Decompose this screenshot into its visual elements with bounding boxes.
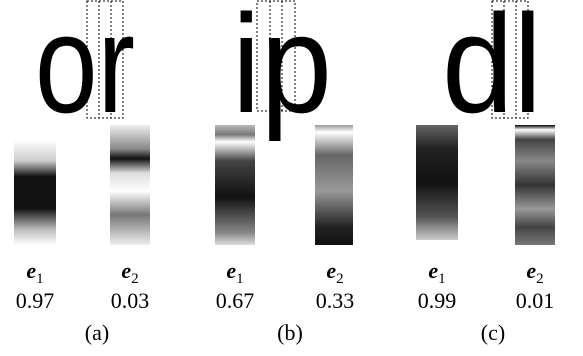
expert-weight: 0.97 (16, 288, 55, 313)
expert-weight: 0.03 (111, 288, 150, 313)
expert-weight: 0.33 (316, 288, 355, 313)
expert-symbol: e (26, 258, 36, 283)
caption: (b) (277, 320, 303, 345)
expert-label: e2 (121, 258, 138, 287)
expert-index: 2 (336, 271, 344, 287)
expert-weight: 0.01 (516, 288, 555, 313)
figure: ore10.97e20.03(a)ipe10.67e20.33(b)dle10.… (0, 0, 583, 356)
expert-symbol: e (526, 258, 536, 283)
caption: (a) (85, 320, 109, 345)
expert-symbol: e (326, 258, 336, 283)
expert-index: 1 (438, 271, 446, 287)
expert-index: 2 (131, 271, 139, 287)
expert-label: e2 (526, 258, 543, 287)
expert-weight: 0.67 (216, 288, 255, 313)
expert-label: e1 (226, 258, 243, 287)
expert-symbol: e (226, 258, 236, 283)
expert-symbol: e (428, 258, 438, 283)
expert-label: e1 (428, 258, 445, 287)
expert-label: e1 (26, 258, 43, 287)
glyphs: dl (442, 0, 542, 142)
expert-index: 2 (536, 271, 544, 287)
expert-index: 1 (36, 271, 44, 287)
expert-index: 1 (236, 271, 244, 287)
glyphs: ip (232, 0, 332, 142)
expert-symbol: e (121, 258, 131, 283)
expert-weight: 0.99 (418, 288, 457, 313)
expert-label: e2 (326, 258, 343, 287)
caption: (c) (481, 320, 505, 345)
glyphs: or (35, 0, 135, 142)
feature-strips (14, 125, 555, 245)
